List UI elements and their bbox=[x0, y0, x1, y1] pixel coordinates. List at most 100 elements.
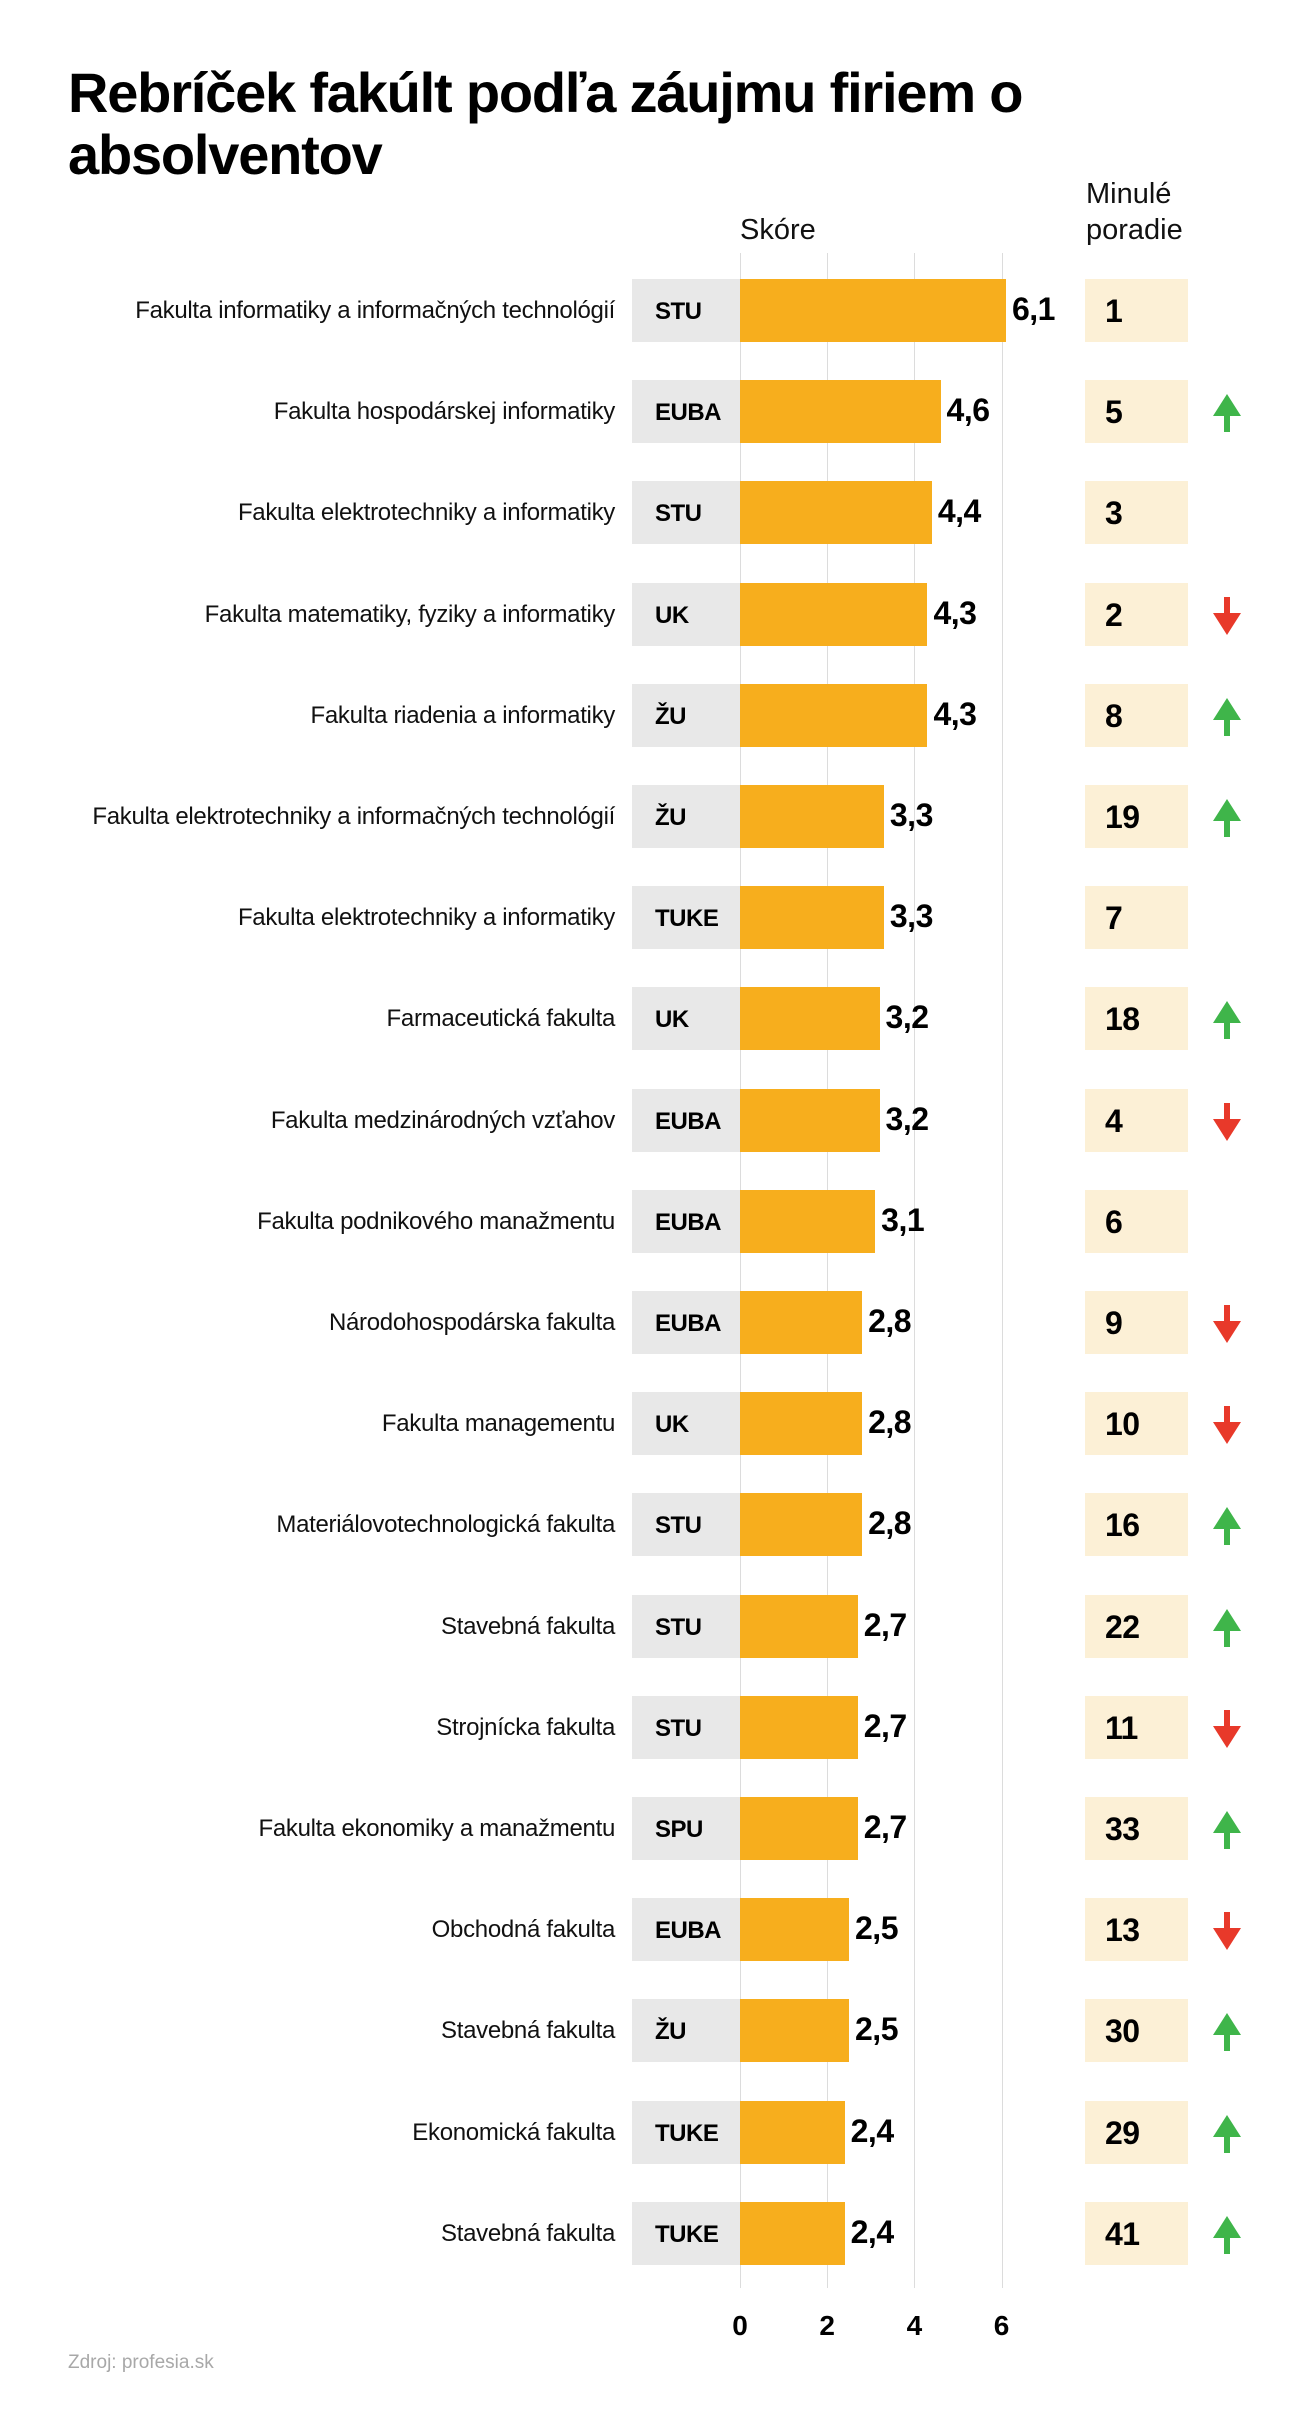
faculty-label: Obchodná fakulta bbox=[431, 1916, 616, 1944]
table-row: Obchodná fakulta EUBA 2,5 13 bbox=[0, 1898, 1300, 1962]
faculty-label: Fakulta elektrotechniky a informatiky bbox=[237, 499, 615, 527]
table-row: Fakulta riadenia a informatiky ŽU 4,3 8 bbox=[0, 683, 1300, 747]
x-tick-label: 4 bbox=[906, 2310, 923, 2341]
faculty-label: Strojnícka fakulta bbox=[436, 1713, 615, 1741]
score-bar bbox=[740, 683, 928, 747]
previous-rank-box: 4 bbox=[1085, 1088, 1188, 1152]
arrow-up-icon bbox=[1213, 697, 1241, 736]
score-bar bbox=[740, 2201, 845, 2265]
score-bar bbox=[740, 1898, 849, 1962]
previous-rank-value: 18 bbox=[1105, 1001, 1140, 1038]
score-value-label: 4,3 bbox=[933, 695, 977, 732]
previous-rank-value: 9 bbox=[1105, 1305, 1123, 1341]
table-row: Fakulta elektrotechniky a informatiky STU… bbox=[0, 481, 1300, 545]
previous-rank-value: 10 bbox=[1105, 1406, 1140, 1443]
score-value-label: 2,4 bbox=[850, 2112, 894, 2149]
table-row: Fakulta medzinárodných vzťahov EUBA 3,2 4 bbox=[0, 1088, 1300, 1152]
x-tick-label: 6 bbox=[993, 2310, 1010, 2341]
previous-rank-box: 30 bbox=[1085, 1999, 1188, 2063]
previous-rank-value: 11 bbox=[1105, 1709, 1138, 1746]
table-row: Fakulta ekonomiky a manažmentu SPU 2,7 33 bbox=[0, 1797, 1300, 1860]
faculty-label: Stavebná fakulta bbox=[441, 2219, 615, 2247]
score-value-label: 2,7 bbox=[863, 1606, 907, 1643]
university-label: EUBA bbox=[655, 399, 722, 427]
source-note: Zdroj: profesia.sk bbox=[68, 2352, 214, 2373]
university-badge: TUKE bbox=[632, 886, 740, 950]
faculty-label: Fakulta elektrotechniky a informačných t… bbox=[92, 803, 615, 830]
score-bar bbox=[740, 785, 884, 848]
faculty-label: Fakulta informatiky a informačných techn… bbox=[135, 297, 615, 324]
previous-rank-box: 16 bbox=[1085, 1493, 1188, 1557]
score-value-label: 2,5 bbox=[855, 1910, 898, 1947]
university-badge: UK bbox=[632, 987, 740, 1051]
university-label: ŽU bbox=[655, 2018, 687, 2046]
score-bar bbox=[740, 1189, 876, 1253]
score-bar bbox=[740, 1695, 858, 1759]
previous-rank-value: 13 bbox=[1105, 1912, 1140, 1949]
university-badge: EUBA bbox=[632, 380, 740, 444]
previous-rank-box: 7 bbox=[1085, 886, 1188, 950]
university-badge: STU bbox=[632, 279, 740, 342]
previous-rank-value: 4 bbox=[1105, 1102, 1123, 1139]
previous-rank-box: 10 bbox=[1085, 1392, 1188, 1456]
arrow-down-icon bbox=[1213, 596, 1241, 635]
university-label: STU bbox=[655, 1512, 702, 1540]
arrow-up-icon bbox=[1213, 1811, 1241, 1849]
score-value-label: 3,3 bbox=[889, 898, 933, 935]
table-row: Strojnícka fakulta STU 2,7 11 bbox=[0, 1695, 1300, 1759]
previous-rank-value: 19 bbox=[1105, 799, 1140, 835]
score-value-label: 3,2 bbox=[885, 1100, 929, 1137]
university-label: TUKE bbox=[655, 2119, 719, 2147]
arrow-down-icon bbox=[1213, 1709, 1241, 1748]
score-value-label: 2,5 bbox=[855, 2011, 898, 2048]
university-label: EUBA bbox=[655, 1208, 722, 1236]
faculty-label: Stavebná fakulta bbox=[441, 1612, 615, 1640]
arrow-up-icon bbox=[1213, 394, 1241, 433]
chart-title: Rebríček fakúlt podľa záujmu firiem o ab… bbox=[68, 61, 1023, 186]
arrow-up-icon bbox=[1213, 1507, 1241, 1546]
previous-rank-box: 11 bbox=[1085, 1695, 1188, 1759]
faculty-label: Materiálovotechnologická fakulta bbox=[276, 1511, 615, 1539]
previous-rank-box: 13 bbox=[1085, 1898, 1188, 1962]
table-row: Materiálovotechnologická fakulta STU 2,8 16 bbox=[0, 1493, 1300, 1557]
score-bar bbox=[740, 380, 941, 444]
university-label: STU bbox=[655, 500, 702, 528]
table-row: Fakulta managementu UK 2,8 10 bbox=[0, 1392, 1300, 1456]
previous-rank-box: 5 bbox=[1085, 380, 1188, 444]
previous-rank-box: 2 bbox=[1085, 582, 1188, 646]
university-label: TUKE bbox=[655, 905, 719, 933]
previous-rank-box: 22 bbox=[1085, 1594, 1188, 1658]
university-label: EUBA bbox=[655, 1310, 722, 1337]
gridline-0 bbox=[740, 253, 741, 2288]
arrow-down-icon bbox=[1213, 1102, 1241, 1141]
score-value-label: 4,4 bbox=[937, 493, 981, 530]
score-value-label: 3,1 bbox=[881, 1201, 925, 1238]
previous-rank-box: 41 bbox=[1085, 2201, 1188, 2265]
table-row: Fakulta elektrotechniky a informatiky TUK… bbox=[0, 886, 1300, 950]
arrow-down-icon bbox=[1213, 1305, 1241, 1343]
university-label: EUBA bbox=[655, 1917, 722, 1945]
arrow-up-icon bbox=[1213, 2013, 1241, 2052]
score-bar bbox=[740, 1088, 880, 1152]
previous-rank-value: 5 bbox=[1105, 394, 1123, 431]
score-bar bbox=[740, 279, 1006, 342]
previous-rank-header-line2: poradie bbox=[1086, 214, 1183, 246]
table-row: Fakulta elektrotechniky a informačných t… bbox=[0, 785, 1300, 848]
score-value-label: 6,1 bbox=[1011, 291, 1055, 327]
score-value-label: 4,6 bbox=[946, 392, 990, 429]
previous-rank-box: 19 bbox=[1085, 785, 1188, 848]
previous-rank-value: 8 bbox=[1105, 697, 1123, 734]
score-value-label: 2,4 bbox=[850, 2213, 894, 2250]
previous-rank-box: 18 bbox=[1085, 987, 1188, 1051]
table-row: Stavebná fakulta ŽU 2,5 30 bbox=[0, 1999, 1300, 2063]
table-row: Fakulta hospodárskej informatiky EUBA 4,6 5 bbox=[0, 380, 1300, 444]
table-row: Stavebná fakulta TUKE 2,4 41 bbox=[0, 2201, 1300, 2265]
table-row: Fakulta podnikového manažmentu EUBA 3,1 6 bbox=[0, 1189, 1300, 1253]
previous-rank-value: 7 bbox=[1105, 900, 1123, 937]
arrow-up-icon bbox=[1213, 2114, 1241, 2153]
university-label: STU bbox=[655, 298, 702, 325]
previous-rank-box: 8 bbox=[1085, 683, 1188, 747]
score-value-label: 3,3 bbox=[889, 797, 933, 833]
university-badge: EUBA bbox=[632, 1898, 740, 1962]
score-bar bbox=[740, 1594, 858, 1658]
